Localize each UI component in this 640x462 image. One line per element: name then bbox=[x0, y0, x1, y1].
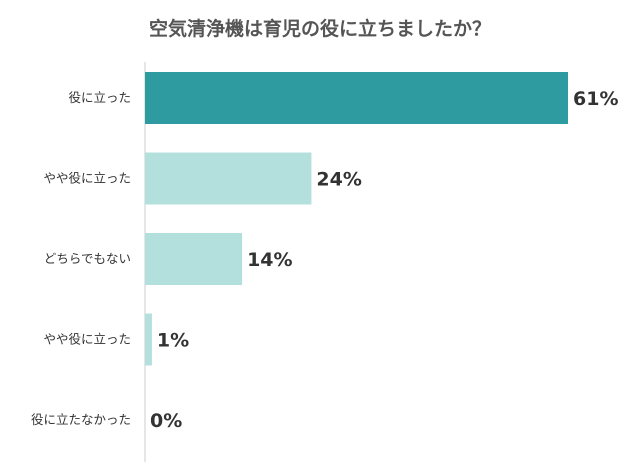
value-label: 61% bbox=[573, 88, 618, 110]
bar bbox=[145, 72, 568, 124]
value-label: 0% bbox=[150, 410, 182, 432]
bar bbox=[145, 313, 152, 366]
value-label: 1% bbox=[157, 330, 189, 352]
category-label: どちらでもない bbox=[44, 251, 131, 266]
category-label: やや役に立った bbox=[43, 332, 131, 347]
value-label: 14% bbox=[247, 249, 292, 271]
bar bbox=[145, 152, 312, 205]
value-label: 24% bbox=[316, 169, 361, 191]
category-label: 役に立たなかった bbox=[31, 412, 131, 427]
category-label: やや役に立った bbox=[43, 171, 131, 186]
chart-title: 空気清浄機は育児の役に立ちましたか？ bbox=[148, 18, 491, 40]
bar bbox=[145, 233, 243, 285]
category-label: 役に立った bbox=[68, 90, 131, 105]
